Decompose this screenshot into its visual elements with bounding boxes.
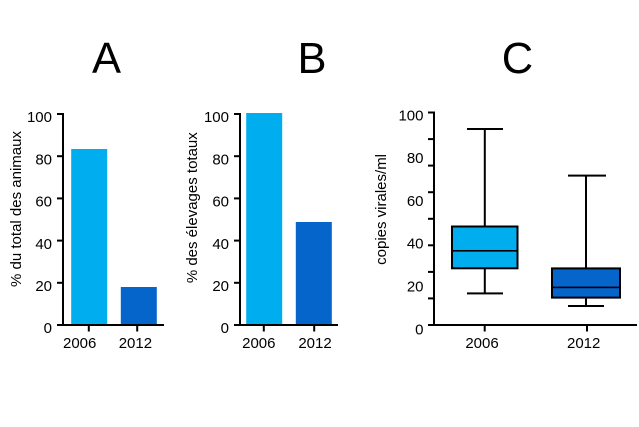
svg-text:20: 20 xyxy=(407,279,424,296)
svg-text:2006: 2006 xyxy=(242,335,275,352)
svg-text:B: B xyxy=(297,35,326,83)
svg-text:40: 40 xyxy=(212,236,229,253)
svg-text:2012: 2012 xyxy=(298,335,331,352)
svg-text:20: 20 xyxy=(35,278,52,295)
svg-text:0: 0 xyxy=(415,321,423,338)
svg-text:100: 100 xyxy=(27,109,52,126)
svg-text:80: 80 xyxy=(35,151,52,168)
svg-text:% des élevages totaux: % des élevages totaux xyxy=(184,132,201,283)
svg-text:100: 100 xyxy=(204,109,229,126)
svg-text:% du total des animaux: % du total des animaux xyxy=(8,131,25,287)
svg-text:2012: 2012 xyxy=(119,335,152,352)
svg-text:2006: 2006 xyxy=(63,335,96,352)
svg-text:0: 0 xyxy=(44,320,52,337)
svg-text:C: C xyxy=(502,35,533,83)
svg-text:2006: 2006 xyxy=(465,335,498,352)
svg-text:copies virales/ml: copies virales/ml xyxy=(373,154,390,265)
svg-text:2012: 2012 xyxy=(567,335,600,352)
svg-text:40: 40 xyxy=(407,236,424,253)
svg-text:100: 100 xyxy=(398,107,423,124)
svg-text:60: 60 xyxy=(407,193,424,210)
svg-text:20: 20 xyxy=(212,278,229,295)
svg-text:80: 80 xyxy=(407,150,424,167)
svg-text:60: 60 xyxy=(35,194,52,211)
svg-text:0: 0 xyxy=(221,320,229,337)
svg-text:40: 40 xyxy=(35,236,52,253)
svg-text:60: 60 xyxy=(212,194,229,211)
svg-text:A: A xyxy=(92,35,121,83)
svg-text:80: 80 xyxy=(212,151,229,168)
